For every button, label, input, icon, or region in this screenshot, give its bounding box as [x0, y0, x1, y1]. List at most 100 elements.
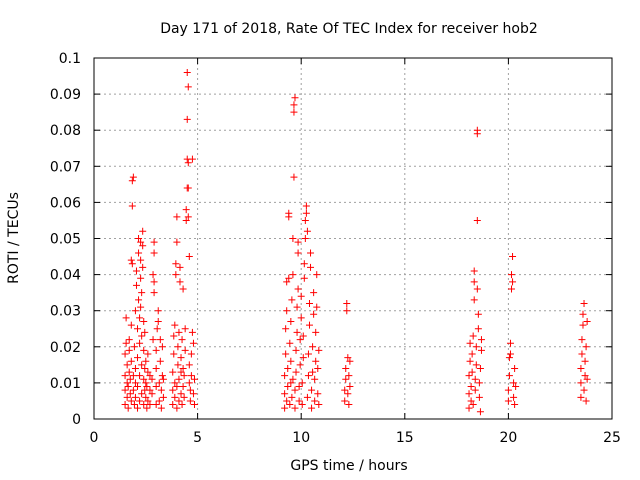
data-point [172, 260, 180, 268]
data-point [175, 397, 183, 405]
y-axis-label: ROTI / TECUs [6, 192, 22, 284]
data-point [315, 401, 323, 409]
data-point [188, 155, 196, 163]
data-point [121, 350, 129, 358]
data-point [139, 242, 147, 250]
data-point [474, 325, 482, 333]
data-point [473, 285, 481, 293]
y-tick-label: 0.04 [50, 268, 81, 284]
data-point [466, 339, 474, 347]
data-point [470, 296, 478, 304]
data-point [477, 336, 485, 344]
data-point [159, 375, 167, 383]
y-tick-label: 0.08 [50, 123, 81, 139]
data-point [287, 357, 295, 365]
data-point [281, 372, 289, 380]
data-point [312, 328, 320, 336]
data-point [128, 177, 136, 185]
data-point [296, 336, 304, 344]
data-point [190, 375, 198, 383]
data-point [176, 263, 184, 271]
data-point [169, 386, 177, 394]
data-point [509, 253, 517, 261]
data-point [129, 386, 137, 394]
data-point [140, 401, 148, 409]
data-point [137, 274, 145, 282]
data-point [176, 278, 184, 286]
data-point [127, 256, 135, 264]
data-point [582, 397, 590, 405]
data-point [129, 372, 137, 380]
data-point [183, 115, 191, 123]
data-point [179, 364, 187, 372]
data-point [343, 307, 351, 315]
data-point [140, 375, 148, 383]
data-point [154, 318, 162, 326]
data-point [135, 296, 143, 304]
data-point [344, 354, 352, 362]
data-point [139, 263, 147, 271]
data-point [127, 321, 135, 329]
y-tick-label: 0.03 [50, 304, 81, 320]
data-point [281, 404, 289, 412]
data-point [470, 267, 478, 275]
data-point [187, 372, 195, 380]
data-point [510, 379, 518, 387]
data-point [469, 401, 477, 409]
data-point [468, 368, 476, 376]
data-point [577, 393, 585, 401]
data-point [580, 299, 588, 307]
data-point [181, 346, 189, 354]
data-point [150, 249, 158, 257]
data-point [297, 314, 305, 322]
data-point [477, 346, 485, 354]
data-point [138, 332, 146, 340]
data-point [189, 390, 197, 398]
data-point [122, 339, 130, 347]
data-point [172, 271, 180, 279]
data-point [177, 354, 185, 362]
data-point [173, 238, 181, 246]
data-point [124, 383, 132, 391]
data-point [155, 397, 163, 405]
data-point [297, 292, 305, 300]
data-point [121, 372, 129, 380]
data-point [292, 346, 300, 354]
data-point [312, 357, 320, 365]
data-point [283, 307, 291, 315]
data-point [158, 343, 166, 351]
data-point [288, 296, 296, 304]
data-point [144, 397, 152, 405]
data-point [150, 289, 158, 297]
data-point [305, 321, 313, 329]
data-point [313, 303, 321, 311]
data-point [290, 101, 298, 109]
data-point [283, 397, 291, 405]
data-point [131, 364, 139, 372]
data-point [469, 332, 477, 340]
data-point [294, 249, 302, 257]
data-point [508, 285, 516, 293]
data-point [303, 393, 311, 401]
data-point [177, 368, 185, 376]
data-point [169, 368, 177, 376]
data-point [308, 404, 316, 412]
data-point [131, 393, 139, 401]
data-point [146, 386, 154, 394]
data-point [128, 202, 136, 210]
data-point [475, 379, 483, 387]
data-point [141, 364, 149, 372]
data-point [506, 339, 514, 347]
data-point [505, 372, 513, 380]
data-point [178, 336, 186, 344]
data-point [127, 357, 135, 365]
data-point [509, 278, 517, 286]
data-point [472, 343, 480, 351]
data-point [156, 336, 164, 344]
data-point [148, 390, 156, 398]
data-point [344, 390, 352, 398]
data-point [579, 321, 587, 329]
data-point [504, 397, 512, 405]
data-point [150, 278, 158, 286]
data-point [171, 393, 179, 401]
